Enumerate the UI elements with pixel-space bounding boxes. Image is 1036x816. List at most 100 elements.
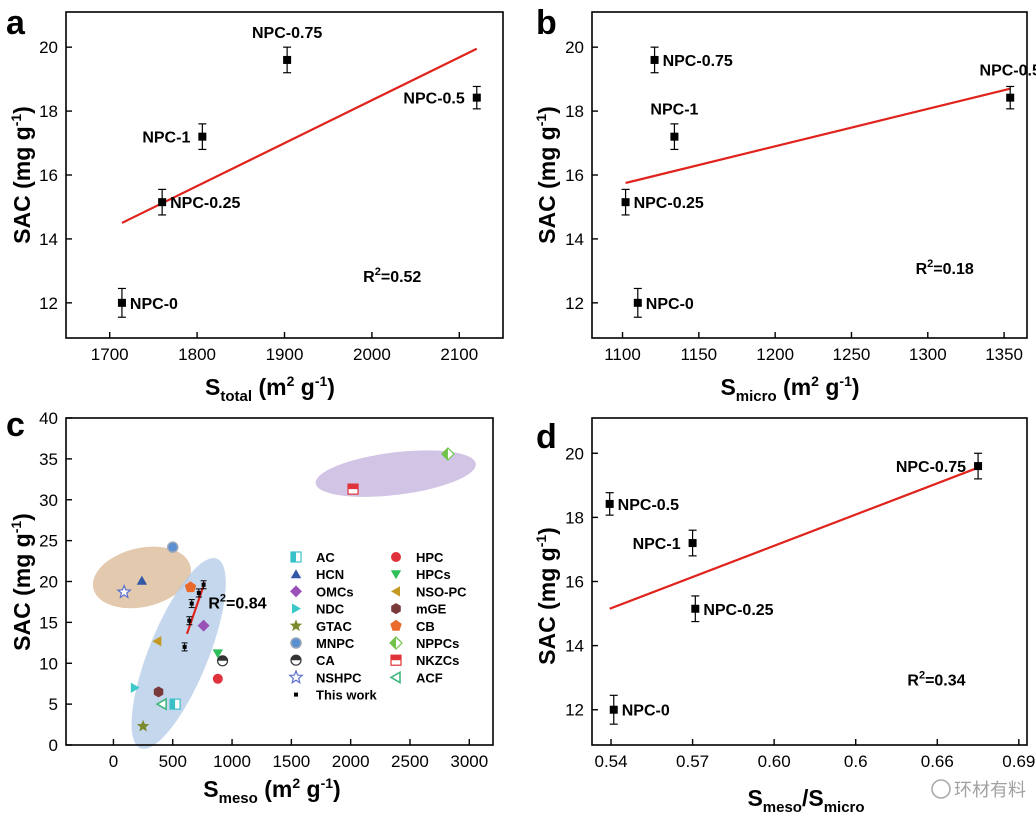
- data-point-this-work-0: [182, 644, 187, 649]
- legend-marker-nkzcs: [390, 654, 402, 666]
- y-tick-label-a-0: 12: [39, 294, 58, 313]
- x-tick-label-b-4: 1300: [909, 345, 947, 364]
- data-point-gtac-0: [136, 719, 150, 732]
- x-tick-label-a-4: 2100: [440, 345, 478, 364]
- legend-label-ac: AC: [316, 550, 335, 565]
- wechat-icon: [931, 779, 951, 799]
- x-tick-label-b-2: 1200: [756, 345, 794, 364]
- x-tick-label-d-1: 0.57: [676, 752, 709, 771]
- r2-label-r-d: R: [907, 673, 919, 690]
- x-tick-label-b-1: 1150: [681, 345, 718, 364]
- r2-label-sup-a: 2: [375, 266, 381, 278]
- data-point-b-3: [650, 55, 659, 64]
- x-tick-label-d-4: 0.66: [921, 752, 954, 771]
- data-point-b-4: [1006, 93, 1015, 102]
- r2-label-r-c: R: [208, 595, 220, 612]
- data-point-cb-0: [184, 581, 197, 593]
- x-tick-label-b-3: 1250: [833, 345, 871, 364]
- point-label-a-1: NPC-0.25: [170, 195, 240, 212]
- x-tick-label-d-5: 0.69: [1002, 752, 1035, 771]
- data-point-mge-0: [153, 686, 164, 698]
- fit-line-b: [625, 87, 1011, 185]
- legend-label-omcs: OMCs: [316, 584, 354, 599]
- y-tick-label-b-1: 14: [565, 230, 584, 249]
- r2-label-value-a: =0.52: [381, 269, 422, 286]
- x-tick-label-a-3: 2000: [353, 345, 391, 364]
- y-tick-label-c-2: 10: [39, 654, 58, 673]
- panel-a: a 1700 1800 1900 2000 2100 12 14 16 18 20 NPC-0 NPC…: [6, 4, 504, 405]
- data-point-a-1: [158, 198, 167, 207]
- y-tick-label-a-2: 16: [39, 166, 58, 185]
- point-label-d-1: NPC-0.25: [703, 602, 773, 619]
- x-tick-label-a-2: 1900: [266, 345, 304, 364]
- r2-label-sup-b: 2: [927, 258, 933, 270]
- y-tick-label-c-3: 15: [39, 613, 58, 632]
- legend-marker-mge: [391, 603, 401, 615]
- legend-marker-hpc: [391, 552, 401, 562]
- y-tick-label-d-0: 12: [565, 701, 584, 720]
- fit-line-d: [609, 466, 979, 610]
- legend-marker-hpcs: [390, 570, 402, 580]
- r2-label-value-c: =0.84: [226, 595, 267, 612]
- point-label-d-0: NPC-0: [622, 703, 670, 720]
- r2-label-a: R2=0.52: [363, 266, 421, 286]
- legend-marker-omcs: [290, 585, 302, 598]
- axis-label-y-d: SAC (mg g-1): [533, 527, 560, 665]
- legend-label-mnpc: MNPC: [316, 636, 355, 651]
- plot-area-a: 1700 1800 1900 2000 2100 12 14 16 18 20 NPC-0 NPC-0…: [39, 11, 504, 364]
- panel-b: b 1100 1150 1200 1250 1300 1350 12 14 16 18 20 NPC-…: [533, 4, 1036, 405]
- data-point-this-work-1: [187, 618, 192, 623]
- x-tick-label-d-2: 0.60: [758, 752, 791, 771]
- legend-marker-acf: [389, 670, 401, 684]
- r2-label-r-b: R: [916, 261, 928, 278]
- data-point-this-work-3: [196, 590, 201, 595]
- legend-c: AC HCN OMCs NDC GTAC MNPC CA NSHPC This work HPC H…: [288, 550, 467, 703]
- r2-label-value-d: =0.34: [925, 673, 966, 690]
- y-tick-label-a-3: 18: [39, 102, 58, 121]
- legend-marker-nshpc: [288, 669, 304, 685]
- data-point-nso-pc-0: [152, 636, 162, 647]
- legend-marker-nso-pc: [391, 586, 400, 597]
- r2-label-sup-c: 2: [220, 592, 226, 604]
- legend-label-hcn: HCN: [316, 567, 344, 582]
- x-tick-label-c-6: 3000: [450, 752, 488, 771]
- legend-marker-cb: [390, 619, 402, 631]
- legend-label-acf: ACF: [416, 670, 443, 685]
- panel-d: d 0.54 0.57 0.60 0.6 0.66 0.69 12 14 16 18 20 NPC-0…: [533, 417, 1035, 816]
- legend-label-mge: mGE: [416, 602, 447, 617]
- legend-label-ca: CA: [316, 653, 335, 668]
- x-tick-label-c-2: 1000: [213, 752, 251, 771]
- legend-label-nshpc: NSHPC: [316, 670, 362, 685]
- y-tick-label-b-2: 16: [565, 166, 584, 185]
- data-point-ca-0-fill: [217, 655, 228, 661]
- legend-marker-ac: [290, 551, 302, 563]
- data-point-b-0: [633, 298, 642, 307]
- legend-marker-nppcs: [389, 636, 403, 650]
- point-label-b-4: NPC-0.5: [980, 63, 1036, 80]
- x-tick-label-c-5: 2500: [391, 752, 429, 771]
- y-tick-label-c-0: 0: [49, 736, 58, 755]
- plot-area-d: 0.54 0.57 0.60 0.6 0.66 0.69 12 14 16 18 20 NPC-0 NP…: [565, 417, 1035, 771]
- y-tick-label-d-2: 16: [565, 573, 584, 592]
- watermark: 环材有料: [931, 779, 1026, 800]
- legend-label-hpcs: HPCs: [416, 567, 451, 582]
- point-label-b-2: NPC-1: [650, 102, 698, 119]
- point-label-a-0: NPC-0: [130, 296, 178, 313]
- data-point-b-1: [621, 198, 630, 207]
- legend-label-gtac: GTAC: [316, 619, 352, 634]
- y-tick-label-c-1: 5: [49, 695, 58, 714]
- axis-label-x-d: Smeso/Smicro: [747, 785, 864, 816]
- data-point-nshpc-0: [116, 583, 132, 599]
- x-tick-label-d-3: 0.6: [844, 752, 868, 771]
- x-tick-label-b-0: 1100: [604, 345, 641, 364]
- legend-marker-mnpc: [290, 637, 302, 649]
- point-label-b-1: NPC-0.25: [634, 195, 704, 212]
- legend-marker-ca-fill: [291, 655, 301, 661]
- data-point-ac-0-fill: [170, 699, 176, 710]
- y-tick-label-c-4: 20: [39, 573, 58, 592]
- data-point-ac-0: [169, 698, 181, 710]
- r2-label-c: R2=0.84: [208, 592, 266, 612]
- point-label-d-4: NPC-0.75: [896, 459, 966, 476]
- data-point-omcs-0: [197, 619, 210, 632]
- legend-marker-ca: [290, 654, 302, 666]
